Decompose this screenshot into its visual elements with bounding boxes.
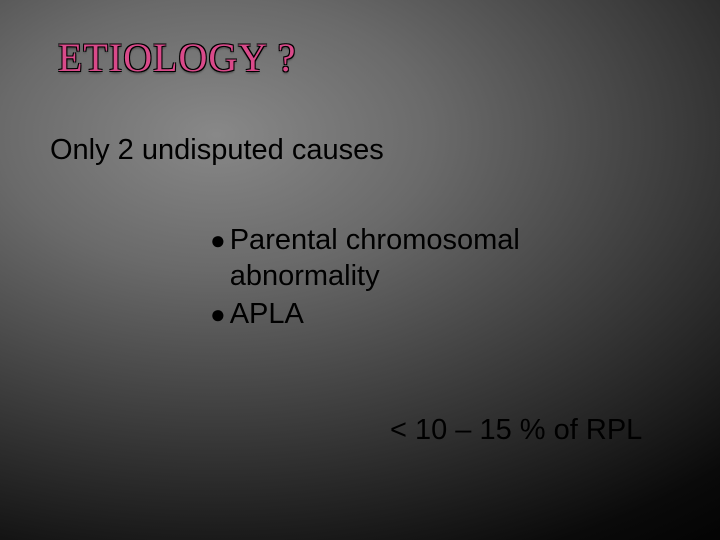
bullet-item: ● APLA — [210, 296, 650, 332]
bullet-item: ● Parental chromosomal abnormality — [210, 222, 650, 294]
bullet-marker-icon: ● — [210, 222, 226, 258]
bullet-marker-icon: ● — [210, 296, 226, 332]
slide-footnote: < 10 – 15 % of RPL — [390, 414, 642, 447]
slide-subtitle: Only 2 undisputed causes — [50, 134, 384, 167]
slide-title: ETIOLOGY ? — [58, 34, 296, 81]
bullet-list: ● Parental chromosomal abnormality ● APL… — [210, 222, 650, 334]
bullet-text: APLA — [230, 296, 304, 332]
bullet-text: Parental chromosomal abnormality — [230, 222, 650, 294]
